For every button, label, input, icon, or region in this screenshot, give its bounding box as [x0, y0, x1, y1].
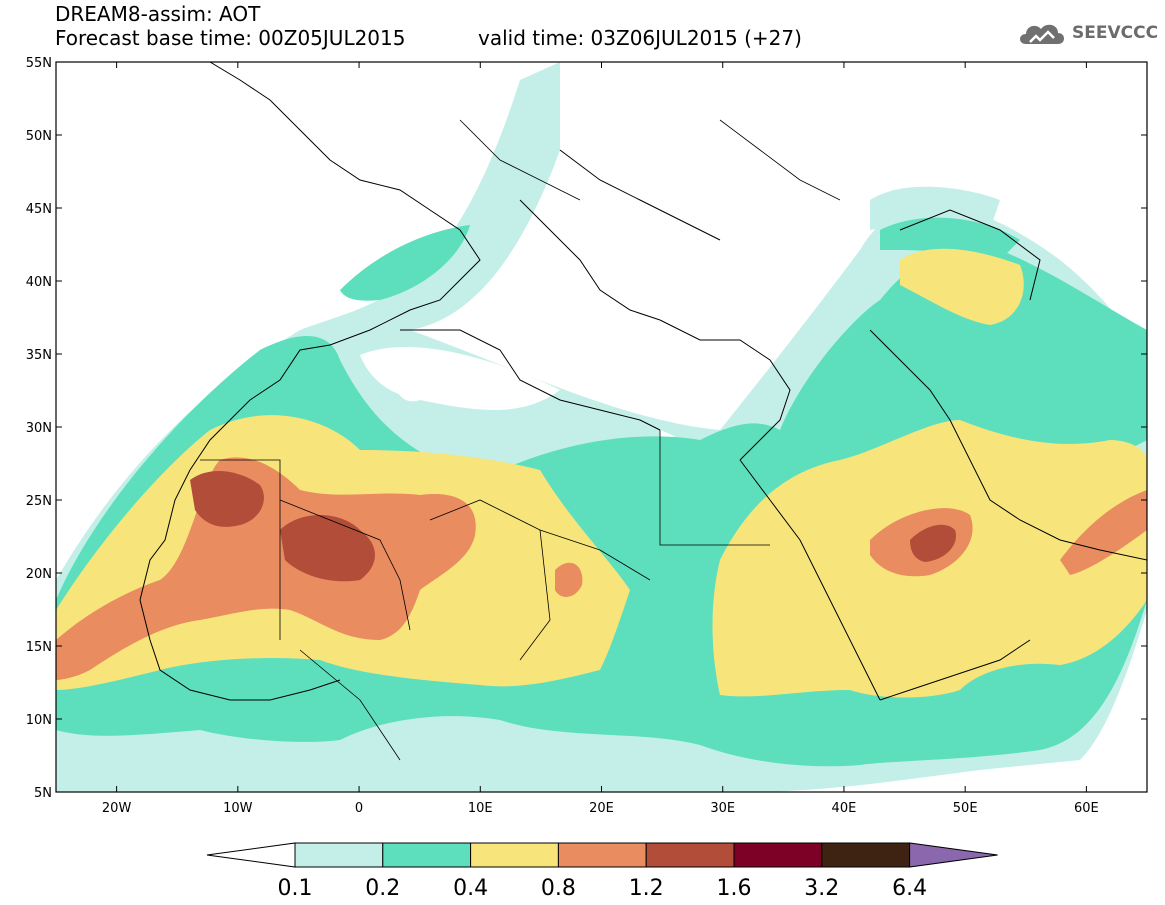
- lat-label: 20N: [26, 567, 52, 582]
- logo-text: SEEVCCC: [1072, 23, 1159, 43]
- colorbar-cell: [382, 842, 472, 868]
- map-frame: 55N 50N 45N 40N 35N 30N 25N 20N 15N 10N 5N 20W 10W 0…: [26, 56, 1148, 816]
- lon-label: 60E: [1074, 801, 1099, 816]
- colorbar-cell: [733, 842, 823, 868]
- colorbar-cell: [645, 842, 735, 868]
- colorbar-label: 1.6: [717, 876, 752, 901]
- forecast-base-time: Forecast base time: 00Z05JUL2015: [55, 26, 406, 50]
- colorbar-cell: [470, 842, 559, 868]
- colorbar-label: 0.1: [278, 876, 313, 901]
- lon-label: 30E: [710, 801, 735, 816]
- lat-label: 5N: [34, 786, 52, 801]
- colorbar-low-arrow: [206, 842, 296, 868]
- lon-label: 50E: [953, 801, 978, 816]
- colorbar-label: 3.2: [804, 876, 839, 901]
- coastlines: [139, 62, 1147, 701]
- colorbar: 0.1 0.2 0.4 0.8 1.2 1.6 3.2 6.4: [206, 842, 998, 901]
- lat-label: 10N: [26, 713, 52, 728]
- lon-label: 0: [355, 801, 363, 816]
- colorbar-cell: [294, 842, 384, 868]
- map-title: DREAM8-assim: AOT: [55, 2, 261, 26]
- longitude-axis: 20W 10W 0 10E 20E 30E 40E 50E 60E: [102, 62, 1099, 816]
- country-borders: [200, 119, 841, 761]
- lon-label: 10E: [468, 801, 493, 816]
- colorbar-label: 0.8: [541, 876, 576, 901]
- lon-label: 20W: [102, 801, 132, 816]
- colorbar-high-arrow: [909, 842, 998, 868]
- cloud-logo-icon: [1020, 24, 1064, 44]
- lat-label: 35N: [26, 348, 52, 363]
- aot-field-dark-orange: [190, 470, 956, 582]
- colorbar-cell: [557, 842, 647, 868]
- lon-label: 20E: [589, 801, 614, 816]
- seevccc-logo: SEEVCCC: [1016, 18, 1158, 48]
- lat-label: 15N: [26, 640, 52, 655]
- lat-label: 50N: [26, 129, 52, 144]
- lat-label: 30N: [26, 421, 52, 436]
- latitude-axis: 55N 50N 45N 40N 35N 30N 25N 20N 15N 10N 5N: [26, 56, 1147, 801]
- colorbar-label: 1.2: [629, 876, 664, 901]
- colorbar-label: 6.4: [892, 876, 927, 901]
- lat-label: 25N: [26, 494, 52, 509]
- valid-time: valid time: 03Z06JUL2015 (+27): [478, 26, 802, 50]
- lat-label: 45N: [26, 202, 52, 217]
- lat-label: 55N: [26, 56, 52, 71]
- lon-label: 10W: [223, 801, 253, 816]
- colorbar-label: 0.2: [365, 876, 400, 901]
- lat-label: 40N: [26, 275, 52, 290]
- aot-field-orange: [56, 457, 1147, 680]
- lon-label: 40E: [832, 801, 857, 816]
- colorbar-cell: [821, 842, 911, 868]
- colorbar-label: 0.4: [453, 876, 488, 901]
